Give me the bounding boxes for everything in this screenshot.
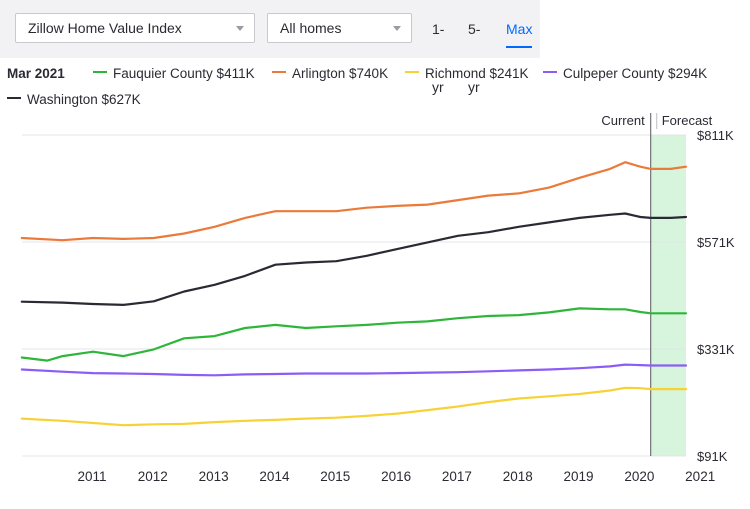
home-type-value: All homes	[280, 20, 342, 36]
index-type-select[interactable]: Zillow Home Value Index	[15, 13, 255, 43]
legend-label: Arlington $740K	[292, 66, 389, 81]
y-tick-label: $571K	[697, 235, 735, 250]
legend-label: Richmond $241K	[425, 66, 529, 81]
legend-item-culpeper[interactable]: Culpeper County $294K	[543, 66, 707, 81]
range-tab-1yr[interactable]: 1-yr	[432, 21, 445, 95]
x-tick-label: 2021	[685, 469, 715, 484]
range-tab-5yr[interactable]: 5-yr	[468, 21, 481, 95]
legend-swatch	[405, 71, 419, 74]
series-line-richmond[interactable]	[20, 386, 688, 427]
series-line-culpeper-county[interactable]	[20, 363, 688, 377]
home-type-select[interactable]: All homes	[267, 13, 412, 43]
x-tick-label: 2014	[259, 469, 290, 484]
x-tick-label: 2011	[77, 469, 106, 484]
x-tick-label: 2016	[381, 469, 411, 484]
y-tick-label: $811K	[697, 128, 734, 143]
x-tick-label: 2020	[624, 469, 654, 484]
x-tick-label: 2013	[199, 469, 229, 484]
x-tick-label: 2015	[320, 469, 350, 484]
range-tab-max[interactable]: Max	[506, 0, 533, 58]
chevron-down-icon	[393, 26, 401, 31]
legend-label: Fauquier County $411K	[113, 66, 255, 81]
legend-swatch	[272, 71, 286, 74]
index-type-value: Zillow Home Value Index	[28, 20, 182, 36]
legend-swatch	[543, 71, 557, 74]
legend-item-fauquier[interactable]: Fauquier County $411K	[93, 66, 255, 81]
legend-label: Washington $627K	[27, 92, 141, 107]
y-tick-label: $331K	[697, 342, 735, 357]
series-line-arlington[interactable]	[20, 161, 688, 242]
forecast-label: Forecast	[662, 113, 713, 128]
y-tick-label: $91K	[697, 449, 728, 464]
x-tick-label: 2018	[503, 469, 533, 484]
legend-swatch	[7, 97, 21, 100]
chevron-down-icon	[236, 26, 244, 31]
x-tick-label: 2019	[564, 469, 594, 484]
series-line-washington[interactable]	[20, 212, 688, 306]
current-label: Current	[601, 113, 645, 128]
series-line-fauquier-county[interactable]	[20, 307, 688, 362]
legend-swatch	[93, 71, 107, 74]
legend-label: Culpeper County $294K	[563, 66, 708, 81]
x-tick-label: 2017	[442, 469, 472, 484]
legend-date: Mar 2021	[7, 66, 65, 81]
legend-item-washington[interactable]: Washington $627K	[7, 92, 141, 107]
x-tick-label: 2012	[138, 469, 168, 484]
legend-item-arlington[interactable]: Arlington $740K	[272, 66, 388, 81]
forecast-band	[650, 135, 686, 456]
chart-toolbar: Zillow Home Value Index All homes 1-yr 5…	[0, 0, 540, 95]
legend-item-richmond[interactable]: Richmond $241K	[405, 66, 529, 81]
